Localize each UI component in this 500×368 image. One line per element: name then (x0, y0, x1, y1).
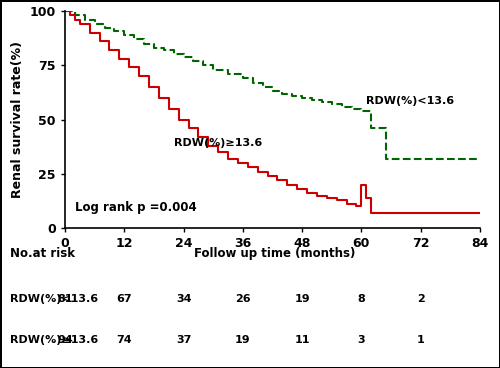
Text: No.at risk: No.at risk (10, 247, 75, 259)
Text: 26: 26 (235, 294, 250, 304)
Text: 19: 19 (235, 335, 250, 345)
Y-axis label: Renal survival rate(%): Renal survival rate(%) (11, 41, 24, 198)
Text: 81: 81 (57, 294, 73, 304)
Text: Follow up time (months): Follow up time (months) (194, 247, 356, 259)
Text: Log rank p =0.004: Log rank p =0.004 (75, 201, 196, 214)
Text: 67: 67 (116, 294, 132, 304)
Text: 34: 34 (176, 294, 192, 304)
Text: RDW(%)<13.6: RDW(%)<13.6 (10, 294, 98, 304)
Text: 2: 2 (417, 294, 424, 304)
Text: 3: 3 (358, 335, 365, 345)
Text: 8: 8 (358, 294, 366, 304)
Text: 37: 37 (176, 335, 192, 345)
Text: RDW(%)≥13.6: RDW(%)≥13.6 (174, 138, 262, 148)
Text: 94: 94 (57, 335, 73, 345)
Text: 11: 11 (294, 335, 310, 345)
Text: 74: 74 (116, 335, 132, 345)
Text: RDW(%)<13.6: RDW(%)<13.6 (366, 96, 454, 106)
Text: 19: 19 (294, 294, 310, 304)
Text: RDW(%)≥13.6: RDW(%)≥13.6 (10, 335, 98, 345)
Text: 1: 1 (417, 335, 424, 345)
